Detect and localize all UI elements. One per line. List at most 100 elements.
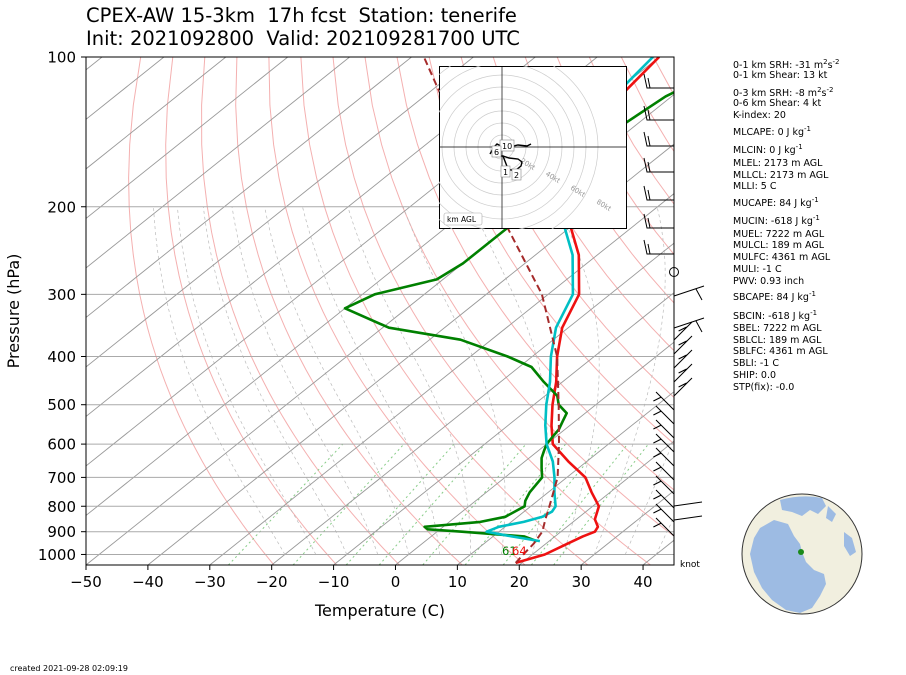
index-line: MLLI: 5 C xyxy=(733,181,777,192)
index-line: MLLCL: 2173 m AGL xyxy=(733,170,829,181)
dry-adiabat xyxy=(492,57,674,352)
isotherm xyxy=(209,193,674,565)
wind-barb xyxy=(643,157,674,173)
wind-barb xyxy=(653,517,675,537)
index-line: MULCL: 189 m AGL xyxy=(733,240,825,251)
x-tick-label: −20 xyxy=(256,573,288,591)
index-line: SBCIN: -618 J kg-1 xyxy=(733,309,818,323)
moist-adiabat xyxy=(177,206,317,555)
dry-adiabat xyxy=(268,57,526,565)
isotherm xyxy=(333,292,674,565)
dry-adiabat xyxy=(396,57,674,491)
x-tick-label: 20 xyxy=(510,573,529,591)
dry-adiabat xyxy=(300,57,589,565)
y-tick-label: 800 xyxy=(47,498,76,516)
x-tick-label: 30 xyxy=(572,573,591,591)
index-line: MUCAPE: 84 J kg-1 xyxy=(733,196,819,210)
globe-ocean-north xyxy=(780,496,826,516)
svg-text:6: 6 xyxy=(494,148,499,157)
index-line: MLEL: 2173 m AGL xyxy=(733,158,823,169)
x-tick-label: −10 xyxy=(318,573,350,591)
moist-adiabat xyxy=(472,206,548,555)
chart-title-line-1: CPEX-AW 15-3km 17h fcst Station: tenerif… xyxy=(86,4,517,27)
wind-barb xyxy=(653,433,675,453)
wind-barb xyxy=(673,377,693,397)
x-axis-label: Temperature (C) xyxy=(314,601,445,620)
y-tick-label: 500 xyxy=(47,396,76,414)
index-line: MUCIN: -618 J kg-1 xyxy=(733,214,820,228)
index-line: MUEL: 7222 m AGL xyxy=(733,229,825,240)
isotherm xyxy=(86,57,412,318)
index-line: SBLFC: 4361 m AGL xyxy=(733,346,828,357)
index-line: SHIP: 0.0 xyxy=(733,370,777,381)
x-tick-label: 0 xyxy=(391,573,401,591)
dry-adiabat xyxy=(814,57,906,565)
wind-barb xyxy=(653,405,675,425)
dry-adiabat xyxy=(165,57,338,565)
index-line: 0-3 km SRH: -8 m2s-2 xyxy=(733,86,834,100)
wind-barb xyxy=(673,349,693,369)
index-line: SBLI: -1 C xyxy=(733,358,779,369)
mixing-ratio-line xyxy=(422,443,527,565)
moist-adiabat xyxy=(347,206,471,555)
hodograph-height-label-6: 6 xyxy=(491,145,502,158)
wind-barb xyxy=(653,419,675,439)
wind-barb xyxy=(673,515,703,521)
index-line: 0-6 km Shear: 4 kt xyxy=(733,98,822,109)
wind-barb xyxy=(673,321,693,341)
y-tick-label: 200 xyxy=(47,198,76,216)
mixing-ratio-line xyxy=(502,443,602,565)
surface-temperature-label: 64 xyxy=(512,544,527,558)
moist-adiabat xyxy=(302,206,440,555)
isotherm xyxy=(86,57,289,219)
dry-adiabat xyxy=(201,57,400,565)
index-line: SBEL: 7222 m AGL xyxy=(733,323,822,334)
x-tick-label: −30 xyxy=(194,573,226,591)
wind-barb xyxy=(643,105,674,121)
moist-adiabat xyxy=(153,206,286,555)
wind-barb xyxy=(653,475,675,495)
y-axis-label: Pressure (hPa) xyxy=(4,254,23,369)
y-tick-label: 300 xyxy=(47,286,76,304)
wind-barbs xyxy=(643,73,705,537)
x-tick-label: −40 xyxy=(132,573,164,591)
isotherm xyxy=(86,57,227,170)
dry-adiabat xyxy=(332,57,651,565)
moist-adiabat xyxy=(558,206,600,555)
moist-adiabat xyxy=(624,438,674,555)
hodograph-frame xyxy=(439,66,627,229)
axes: −50 −40 −30 −20 −10 0 10 20 30 40 100 200 300 400 500 6… xyxy=(38,49,653,592)
hodograph-legend: km AGL xyxy=(443,212,483,226)
isotherm xyxy=(518,440,674,565)
svg-text:2: 2 xyxy=(514,171,519,180)
station-marker xyxy=(798,549,804,555)
index-line: MULI: -1 C xyxy=(733,264,782,275)
index-line: K-index: 20 xyxy=(733,110,786,121)
dewpoint-profile xyxy=(343,90,674,543)
index-line: STP(fix): -0.0 xyxy=(733,382,795,393)
x-tick-label: −50 xyxy=(70,573,102,591)
dry-adiabat xyxy=(846,57,906,565)
index-line: MLCIN: 0 J kg-1 xyxy=(733,143,803,157)
index-line: PWV: 0.93 inch xyxy=(733,276,805,287)
moist-adiabat xyxy=(402,206,506,555)
wind-barb xyxy=(653,391,675,411)
dry-adiabat xyxy=(878,57,906,565)
index-line: MULFC: 4361 m AGL xyxy=(733,252,831,263)
svg-text:km AGL: km AGL xyxy=(447,215,477,224)
wind-barb xyxy=(643,213,674,229)
hodograph-height-label-10: 10 xyxy=(499,139,515,152)
y-tick-label: 400 xyxy=(47,348,76,366)
isotherm xyxy=(395,341,674,565)
wind-barb xyxy=(673,501,703,507)
wind-unit-label: knot xyxy=(680,560,700,570)
y-tick-label: 600 xyxy=(47,436,76,454)
calm-wind-marker xyxy=(669,267,679,277)
y-tick-label: 1000 xyxy=(38,546,76,564)
wind-barb xyxy=(653,489,675,509)
wind-barb xyxy=(643,73,674,89)
hodograph-height-label-1: 1 xyxy=(500,165,511,178)
mixing-ratio-line xyxy=(292,443,405,565)
chart-title-line-2: Init: 2021092800 Valid: 202109281700 UTC xyxy=(86,27,520,50)
